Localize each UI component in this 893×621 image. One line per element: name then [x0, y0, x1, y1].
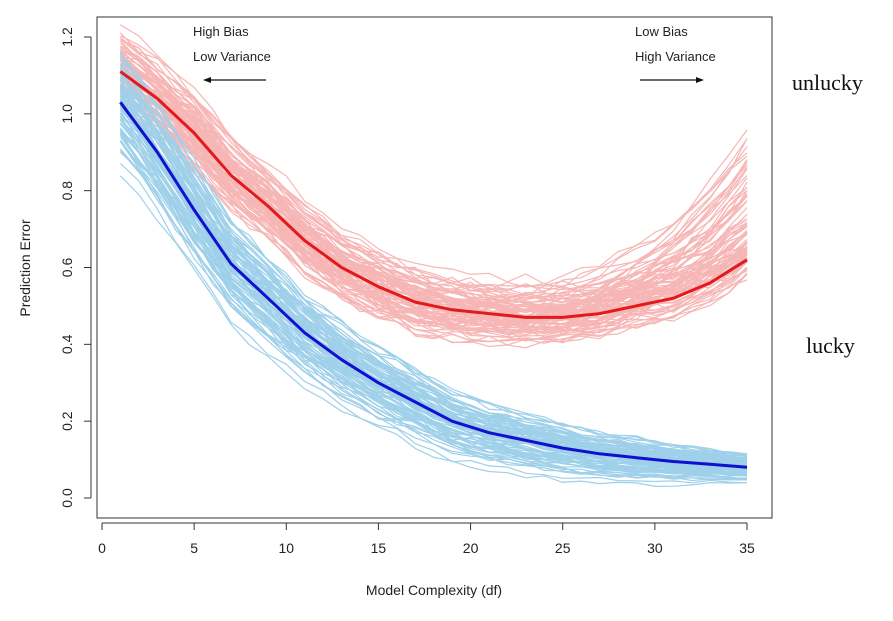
- train-error-sample-line: [119, 53, 748, 455]
- y-axis-title: Prediction Error: [17, 219, 33, 317]
- train-error-sample-line: [119, 150, 748, 480]
- test-error-sample-line: [120, 65, 748, 318]
- x-tick-label: 20: [463, 540, 479, 556]
- x-tick-label: 15: [371, 540, 387, 556]
- test-error-sample-line: [120, 103, 748, 342]
- annotation-high-variance: High Variance: [635, 49, 716, 64]
- annotation-low-variance: Low Variance: [193, 49, 271, 64]
- x-tick-label: 35: [739, 540, 755, 556]
- test-error-sample-line: [120, 83, 748, 330]
- train-error-sample-line: [119, 175, 748, 488]
- test-error-sample-line: [120, 100, 748, 338]
- side-label-unlucky: unlucky: [792, 70, 863, 95]
- y-tick-label: 0.0: [59, 488, 75, 508]
- train-error-mean-line: [119, 101, 748, 469]
- test-error-sample-line: [120, 57, 748, 311]
- plot-frame: [96, 16, 773, 519]
- x-tick-label: 30: [647, 540, 663, 556]
- test-error-sample-line: [120, 107, 748, 349]
- test-error-sample-line: [119, 80, 748, 329]
- test-error-sample-line: [120, 106, 748, 348]
- train-error-sample-line: [119, 141, 748, 481]
- y-tick-label: 0.2: [59, 411, 75, 431]
- train-error-sample-line: [119, 123, 748, 473]
- test-error-sample-line: [119, 42, 748, 300]
- test-error-sample-line: [119, 50, 748, 311]
- y-tick-label: 0.6: [59, 258, 75, 278]
- y-tick-label: 1.2: [59, 27, 75, 47]
- train-error-sample-line: [119, 118, 748, 473]
- annotation-high-bias: High Bias: [193, 24, 249, 39]
- train-error-sample-line: [119, 88, 748, 464]
- x-tick-label: 0: [98, 540, 106, 556]
- train-error-sample-line: [119, 51, 748, 456]
- test-error-sample-line: [120, 98, 748, 342]
- test-error-sample-line: [120, 68, 748, 316]
- train-error-sample-line: [120, 130, 748, 475]
- y-tick-label: 0.4: [59, 334, 75, 354]
- train-error-sample-line: [119, 108, 748, 470]
- train-error-sample-line: [119, 136, 748, 476]
- train-error-sample-line: [119, 85, 748, 464]
- train-error-sample-line: [119, 129, 747, 477]
- test-error-sample-line: [120, 51, 748, 303]
- left-arrow-icon: [203, 77, 266, 83]
- plot-area: [119, 24, 748, 488]
- test-error-sample-line: [120, 91, 748, 338]
- test-error-sample-line: [119, 40, 748, 300]
- y-tick-label: 1.0: [59, 104, 75, 124]
- x-tick-label: 25: [555, 540, 571, 556]
- axes: 0 5 10 15 20 25 30 35 0.0 0.2 0.4 0.6 0.8 1.0 1.2: [59, 27, 755, 556]
- train-error-sample-line: [119, 162, 748, 484]
- train-error-sample-line: [119, 90, 748, 466]
- side-label-lucky: lucky: [806, 333, 855, 358]
- test-error-sample-line: [120, 35, 748, 288]
- train-error-sample-line: [119, 141, 748, 479]
- test-error-sample-line: [119, 32, 748, 293]
- test-error-mean-line: [119, 70, 748, 319]
- train-error-sample-line: [119, 84, 748, 462]
- annotation-low-bias: Low Bias: [635, 24, 688, 39]
- train-error-sample-line: [119, 65, 748, 460]
- train-error-sample-line: [120, 131, 748, 475]
- x-axis-title: Model Complexity (df): [366, 582, 502, 598]
- right-arrow-icon: [640, 77, 704, 83]
- x-tick-label: 10: [278, 540, 294, 556]
- x-tick-label: 5: [190, 540, 198, 556]
- y-tick-label: 0.8: [59, 181, 75, 201]
- train-error-sample-line: [119, 70, 748, 463]
- test-error-sample-line: [120, 60, 748, 313]
